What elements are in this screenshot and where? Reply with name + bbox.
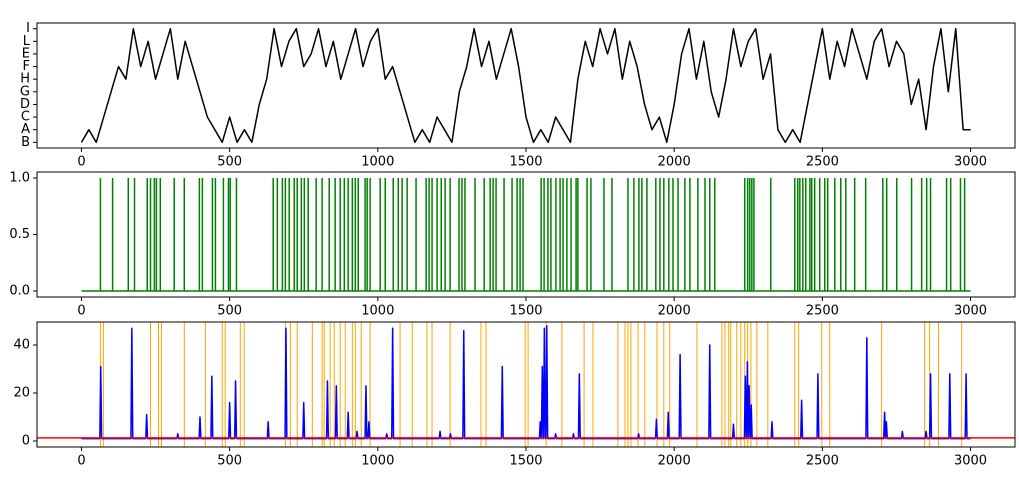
y-tick-label: 20 — [13, 386, 30, 401]
x-tick-label: 3000 — [954, 454, 987, 469]
x-tick-label: 1500 — [509, 304, 542, 319]
x-tick-label: 2500 — [806, 454, 839, 469]
line — [80, 27, 971, 144]
y-tick-label: I — [26, 21, 30, 36]
x-tick-label: 2000 — [658, 155, 691, 170]
axes-frame — [36, 321, 1016, 448]
x-tick-label: 3000 — [954, 304, 987, 319]
x-tick-label: 0 — [77, 454, 85, 469]
x-tick-label: 1500 — [509, 454, 542, 469]
y-tick-label: E — [22, 46, 30, 61]
x-tick-label: 500 — [217, 454, 242, 469]
y-tick-label: C — [21, 110, 30, 125]
y-tick-label: H — [20, 72, 30, 87]
y-tick-label: D — [20, 97, 30, 112]
y-tick-label: 0 — [22, 434, 30, 449]
x-tick-label: 500 — [217, 304, 242, 319]
y-tick-label: 1.0 — [9, 170, 30, 185]
x-tick-label: 2500 — [806, 304, 839, 319]
x-tick-label: 1000 — [361, 304, 394, 319]
y-tick-label: B — [21, 135, 30, 150]
line — [81, 325, 971, 440]
y-tick-label: 40 — [13, 338, 30, 353]
y-tick-label: 0.5 — [9, 227, 30, 242]
x-tick-label: 1000 — [361, 155, 394, 170]
axes-frame — [36, 171, 1016, 298]
x-tick-label: 0 — [77, 155, 85, 170]
x-tick-label: 1000 — [361, 454, 394, 469]
x-tick-label: 2000 — [658, 454, 691, 469]
axes-frame — [36, 22, 1016, 149]
x-tick-label: 0 — [77, 304, 85, 319]
y-tick-label: A — [21, 122, 30, 137]
x-tick-label: 2500 — [806, 155, 839, 170]
y-tick-label: L — [23, 34, 31, 49]
y-tick-label: 0.0 — [9, 284, 30, 299]
x-tick-label: 500 — [217, 155, 242, 170]
x-tick-label: 1500 — [509, 155, 542, 170]
y-tick-label: G — [20, 84, 30, 99]
y-tick-label: F — [23, 59, 30, 74]
x-tick-label: 2000 — [658, 304, 691, 319]
x-tick-label: 3000 — [954, 155, 987, 170]
